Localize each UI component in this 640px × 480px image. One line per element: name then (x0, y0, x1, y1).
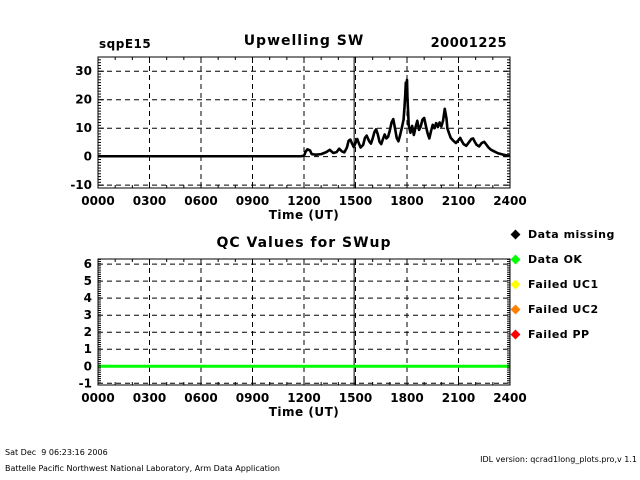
x-tick-label: 1800 (390, 194, 423, 208)
y-tick-label: 3 (84, 308, 92, 322)
version-info-block: IDL version: qcrad1long_plots.pro,v 1.1 … (422, 439, 637, 480)
legend-item-failed-uc2: Failed UC2 (510, 297, 615, 322)
x-tick-label: 0900 (236, 194, 269, 208)
y-tick-label: 0 (84, 359, 92, 373)
x-tick-label: 0300 (133, 391, 166, 405)
x-tick-label: 0000 (81, 194, 114, 208)
x-tick-label: 2100 (442, 194, 475, 208)
idl-version-line: IDL version: qcrad1long_plots.pro,v 1.1 (480, 455, 637, 464)
legend-label: Data OK (528, 253, 583, 266)
x-tick-label: 0600 (184, 194, 217, 208)
y-tick-label: 0 (84, 150, 92, 164)
y-tick-label: 10 (75, 121, 92, 135)
x-tick-label: 2100 (442, 391, 475, 405)
x-tick-label: 2400 (493, 391, 526, 405)
y-tick-label: 20 (75, 93, 92, 107)
diamond-marker-icon (510, 329, 521, 340)
x-tick-label: 0300 (133, 194, 166, 208)
plot-timestamp: Sat Dec 9 06:23:16 2006 (5, 448, 108, 457)
organization-label: Battelle Pacific Northwest National Labo… (5, 464, 280, 473)
qc-plot-title: QC Values for SWup (216, 235, 392, 251)
series-swup (98, 78, 511, 158)
diamond-marker-icon (510, 279, 521, 290)
y-tick-label: 2 (84, 325, 92, 339)
legend-label: Failed PP (528, 328, 590, 341)
qc-legend: Data missing Data OK Failed UC1 Failed U… (510, 222, 615, 347)
x-tick-label: 1200 (287, 391, 320, 405)
legend-label: Failed UC1 (528, 278, 599, 291)
legend-item-data-missing: Data missing (510, 222, 615, 247)
y-tick-label: 5 (84, 274, 92, 288)
x-tick-label: 0000 (81, 391, 114, 405)
y-tick-label: -1 (79, 376, 92, 390)
legend-item-failed-uc1: Failed UC1 (510, 272, 615, 297)
y-tick-label: 30 (75, 64, 92, 78)
x-tick-label: 1500 (339, 194, 372, 208)
x-tick-label: 0900 (236, 391, 269, 405)
date-label: 20001225 (430, 36, 507, 51)
upwelling-plot-title: Upwelling SW (243, 33, 365, 49)
y-tick-label: 4 (84, 291, 92, 305)
legend-label: Failed UC2 (528, 303, 599, 316)
x-tick-label: 1200 (287, 194, 320, 208)
y-tick-label: 6 (84, 257, 92, 271)
diamond-marker-icon (510, 254, 521, 265)
x-tick-label: 0600 (184, 391, 217, 405)
x-axis-title: Time (UT) (269, 405, 340, 419)
legend-item-data-ok: Data OK (510, 247, 615, 272)
y-tick-label: -10 (70, 178, 92, 192)
site-label: sqpE15 (99, 37, 152, 51)
x-axis-title: Time (UT) (269, 208, 340, 222)
diamond-marker-icon (510, 304, 521, 315)
x-tick-label: 1800 (390, 391, 423, 405)
y-tick-label: 1 (84, 342, 92, 356)
diamond-marker-icon (510, 229, 521, 240)
legend-label: Data missing (528, 228, 615, 241)
x-tick-label: 1500 (339, 391, 372, 405)
x-tick-label: 2400 (493, 194, 526, 208)
legend-item-failed-pp: Failed PP (510, 322, 615, 347)
